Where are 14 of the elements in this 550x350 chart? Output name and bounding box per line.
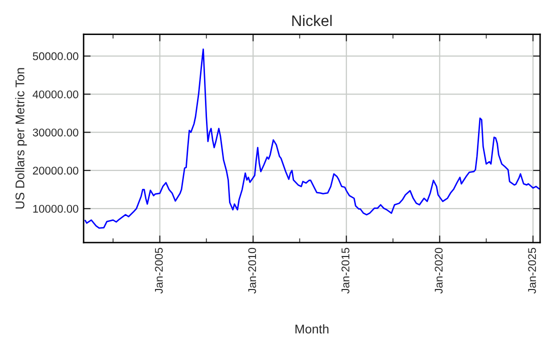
y-tick-label: 30000.00 (32, 128, 78, 136)
x-tick-label: Jan-2005 (154, 248, 163, 294)
x-tick-label: Jan-2025 (528, 248, 536, 294)
y-tick-label: 10000.00 (33, 204, 78, 213)
y-tick-label: 40000.00 (32, 90, 78, 98)
y-tick-label: 20000.00 (32, 166, 78, 175)
y-axis-title: US Dollars per Metric Ton (15, 68, 27, 209)
x-tick-label: Jan-2015 (342, 248, 350, 294)
y-tick-label: 50000.00 (32, 52, 78, 60)
line-series (84, 48, 540, 229)
x-tick-label: Jan-2010 (248, 248, 256, 294)
x-axis-title: Month (296, 324, 328, 334)
x-tick-label: Jan-2020 (434, 248, 443, 294)
chart-title: Nickel (292, 14, 332, 26)
